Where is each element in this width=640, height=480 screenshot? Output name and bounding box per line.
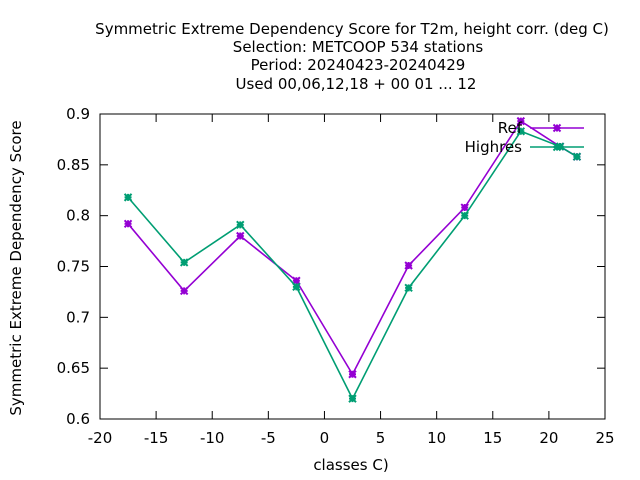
y-tick-label: 0.65	[57, 359, 90, 377]
x-tick-label: 5	[376, 429, 386, 447]
chart-title: Symmetric Extreme Dependency Score for T…	[95, 20, 609, 93]
data-point-highres	[460, 211, 469, 220]
data-point-ref	[348, 370, 357, 379]
legend-label-ref: Ref	[498, 119, 523, 137]
x-tick-label: -20	[88, 429, 113, 447]
legend-marker-ref	[552, 123, 562, 133]
title-line-2: Selection: METCOOP 534 stations	[233, 38, 484, 56]
tick-labels: -20 -15 -10 -5 0 5 10 15 20 25 0.6 0.65 0.7 0.75 0.8 0.…	[57, 105, 615, 447]
x-axis-label: classes C)	[313, 456, 388, 474]
y-tick-label: 0.75	[57, 258, 90, 276]
data-point-highres	[292, 282, 301, 292]
y-tick-label: 0.7	[66, 308, 90, 326]
data-point-ref	[179, 286, 189, 296]
y-tick-label: 0.85	[57, 156, 90, 174]
y-axis-label: Symmetric Extreme Dependency Score	[7, 120, 25, 415]
data-point-ref	[460, 203, 469, 212]
data-point-ref	[516, 116, 526, 126]
x-tick-label: 0	[320, 429, 330, 447]
x-tick-label: -5	[261, 429, 276, 447]
series-line-highres	[127, 130, 578, 401]
y-tick-label: 0.8	[66, 207, 90, 225]
x-tick-label: -15	[144, 429, 169, 447]
data-point-highres	[348, 394, 357, 403]
legend-label-highres: Highres	[465, 138, 523, 156]
title-line-3: Period: 20240423-20240429	[251, 56, 466, 74]
x-tick-label: 25	[595, 429, 614, 447]
data-point-highres	[179, 258, 189, 267]
data-point-highres	[572, 152, 582, 161]
data-point-ref	[292, 276, 301, 285]
axis-ticks	[99, 113, 606, 420]
plot-series	[123, 116, 582, 403]
x-tick-label: 10	[427, 429, 446, 447]
legend-marker-highres	[552, 142, 562, 152]
data-point-highres	[516, 127, 526, 136]
y-tick-label: 0.6	[66, 410, 90, 428]
series-line-ref	[127, 120, 578, 376]
data-point-ref	[404, 261, 413, 270]
y-tick-label: 0.9	[66, 105, 90, 123]
data-point-highres	[123, 193, 133, 202]
plot-frame	[99, 113, 606, 420]
x-tick-label: 20	[539, 429, 558, 447]
data-point-highres	[404, 283, 413, 293]
data-point-ref	[123, 219, 133, 229]
x-tick-label: -10	[200, 429, 225, 447]
x-tick-label: 15	[483, 429, 502, 447]
title-line-4: Used 00,06,12,18 + 00 01 ... 12	[236, 75, 477, 93]
data-point-highres	[236, 220, 245, 230]
data-point-ref	[236, 231, 245, 241]
title-line-1: Symmetric Extreme Dependency Score for T…	[95, 20, 609, 38]
